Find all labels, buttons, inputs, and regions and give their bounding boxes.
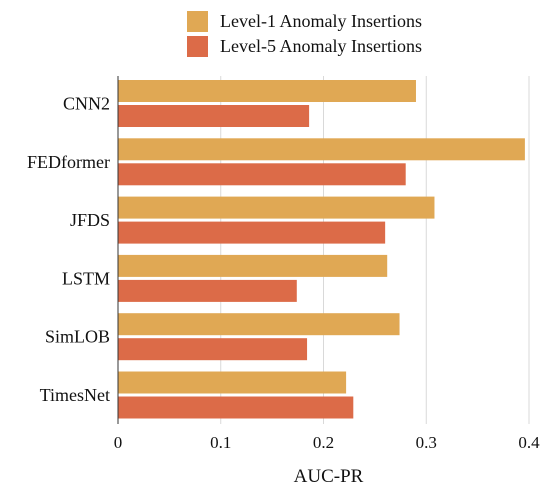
bar-cnn2-series-1: [118, 80, 416, 102]
legend-swatch: [187, 11, 208, 32]
bar-simlob-series-1: [118, 313, 400, 336]
legend-label: Level-1 Anomaly Insertions: [220, 11, 422, 31]
category-label: JFDS: [70, 210, 110, 230]
x-tick-label: 0.3: [416, 433, 437, 452]
grid-lines: [220, 76, 530, 424]
x-tick-label: 0: [114, 433, 123, 452]
category-label: CNN2: [63, 94, 110, 114]
bar-simlob-series-2: [118, 338, 308, 361]
x-tick-label: 0.2: [313, 433, 334, 452]
legend-swatch: [187, 36, 208, 57]
legend-label: Level-5 Anomaly Insertions: [220, 36, 422, 56]
category-label: LSTM: [62, 268, 110, 288]
bar-jfds-series-2: [118, 221, 386, 244]
category-label: TimesNet: [40, 385, 110, 405]
legend: Level-1 Anomaly Insertions Level-5 Anomal…: [187, 11, 422, 57]
bar-timesnet-series-2: [118, 396, 354, 419]
category-label: FEDformer: [27, 152, 110, 172]
bar-jfds-series-1: [118, 196, 435, 219]
x-tick-label: 0.1: [210, 433, 231, 452]
category-labels: CNN2 FEDformer JFDS LSTM SimLOB TimesNet: [27, 94, 110, 406]
category-label: SimLOB: [45, 327, 110, 347]
x-axis-title: AUC-PR: [294, 466, 364, 487]
bar-cnn2-series-2: [118, 105, 310, 127]
x-tick-label: 0.4: [518, 433, 540, 452]
bar-lstm-series-1: [118, 254, 388, 277]
bars: [118, 80, 525, 419]
bar-lstm-series-2: [118, 279, 297, 302]
bar-fedformer-series-1: [118, 138, 525, 161]
bar-timesnet-series-1: [118, 371, 347, 394]
x-tick-labels: 0 0.1 0.2 0.3 0.4: [114, 433, 540, 452]
bar-fedformer-series-2: [118, 163, 406, 186]
